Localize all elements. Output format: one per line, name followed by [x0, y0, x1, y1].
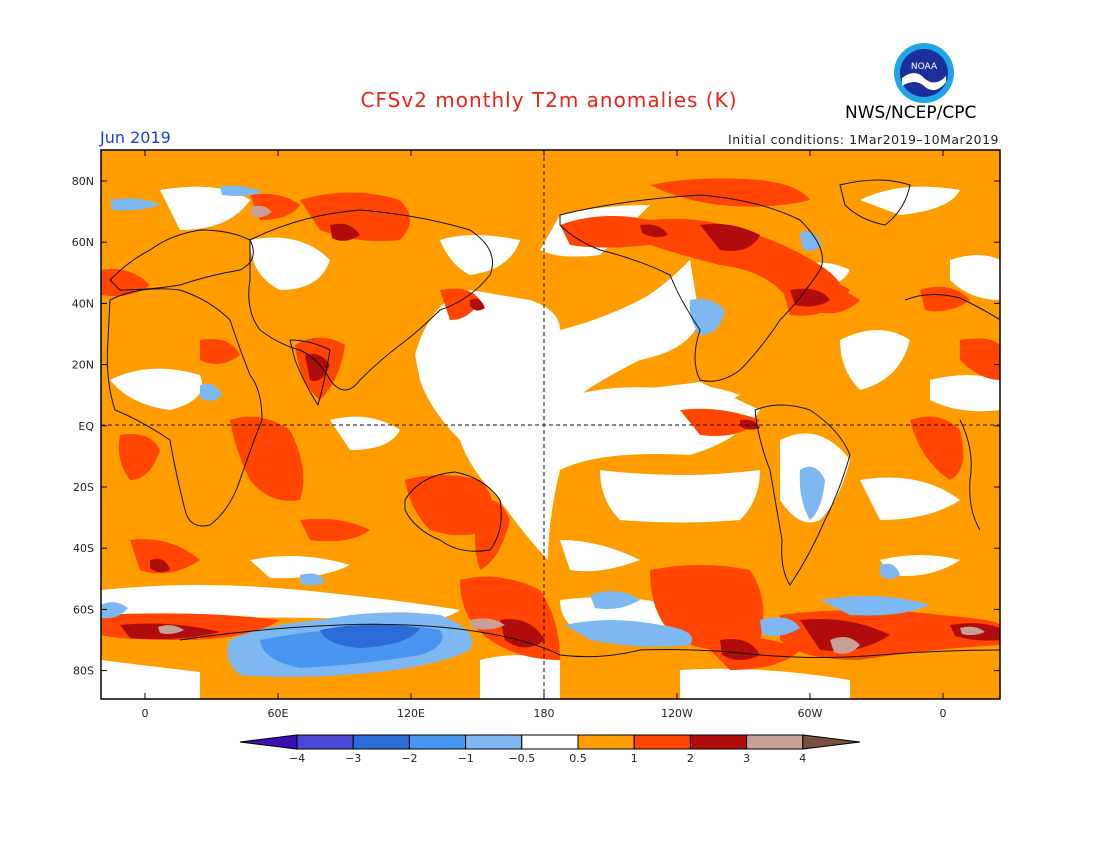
- colorbar-label: −0.5: [508, 752, 535, 765]
- lat-tick-label: 80S: [73, 665, 94, 678]
- colorbar-swatch: [352, 734, 410, 750]
- lon-tick-label: 60E: [268, 707, 289, 720]
- forecast-month: Jun 2019: [100, 128, 171, 147]
- colorbar-label: −1: [457, 752, 473, 765]
- colorbar-label: −3: [345, 752, 361, 765]
- colorbar-label: 0.5: [569, 752, 587, 765]
- colorbar-arrow-high: [802, 734, 861, 750]
- map-frame: [100, 149, 1001, 700]
- colorbar-swatch: [465, 734, 523, 750]
- colorbar: −4 −3 −2 −1 −0.5 0.5 1 2 3 4: [239, 734, 861, 765]
- colorbar-arrow-low: [239, 734, 298, 750]
- lat-tick-label: 80N: [72, 175, 94, 188]
- lat-tick-label: 60S: [73, 603, 94, 616]
- colorbar-swatch: [296, 734, 354, 750]
- lon-tick-label: 60W: [798, 707, 823, 720]
- map-title: CFSv2 monthly T2m anomalies (K): [360, 88, 738, 112]
- colorbar-label: 4: [799, 752, 806, 765]
- lon-tick-label: 120E: [397, 707, 425, 720]
- lon-tick-label: 0: [142, 707, 149, 720]
- agency-label: NWS/NCEP/CPC: [845, 103, 977, 123]
- lat-tick-label: 40N: [72, 297, 94, 310]
- colorbar-swatch: [633, 734, 691, 750]
- map-fill: [101, 150, 1000, 699]
- lat-tick-label: 20N: [72, 359, 94, 372]
- very-hot-regions: [158, 205, 985, 654]
- lat-tick-label: 20S: [73, 481, 94, 494]
- colorbar-label: −2: [401, 752, 417, 765]
- longitude-axis: 0 60E 120E 180 120W 60W 0: [142, 150, 947, 720]
- colorbar-swatch: [521, 734, 579, 750]
- colorbar-label: −4: [289, 752, 305, 765]
- lat-tick-label: EQ: [78, 420, 94, 433]
- colorbar-swatch: [689, 734, 748, 750]
- logo-lettering: NOAA: [911, 62, 938, 72]
- noaa-logo-icon: NOAA: [893, 42, 955, 104]
- lat-tick-label: 60N: [72, 236, 94, 249]
- initial-conditions: Initial conditions: 1Mar2019–10Mar2019: [728, 132, 999, 147]
- lon-tick-label: 0: [940, 707, 947, 720]
- lon-tick-label: 120W: [661, 707, 693, 720]
- colorbar-label: 2: [687, 752, 694, 765]
- latitude-axis: 80N 60N 40N 20N EQ 20S 40S 60S 80S: [72, 175, 1000, 678]
- coastlines: [106, 179, 1000, 658]
- colorbar-swatch: [746, 734, 804, 750]
- cool-regions: [101, 185, 930, 647]
- colorbar-swatch: [577, 734, 635, 750]
- colorbar-label: 3: [743, 752, 750, 765]
- lon-tick-label: 180: [534, 707, 555, 720]
- colorbar-label: 1: [631, 752, 638, 765]
- antarctic-cool-region: [227, 612, 472, 677]
- colorbar-swatch: [408, 734, 467, 750]
- lat-tick-label: 40S: [73, 542, 94, 555]
